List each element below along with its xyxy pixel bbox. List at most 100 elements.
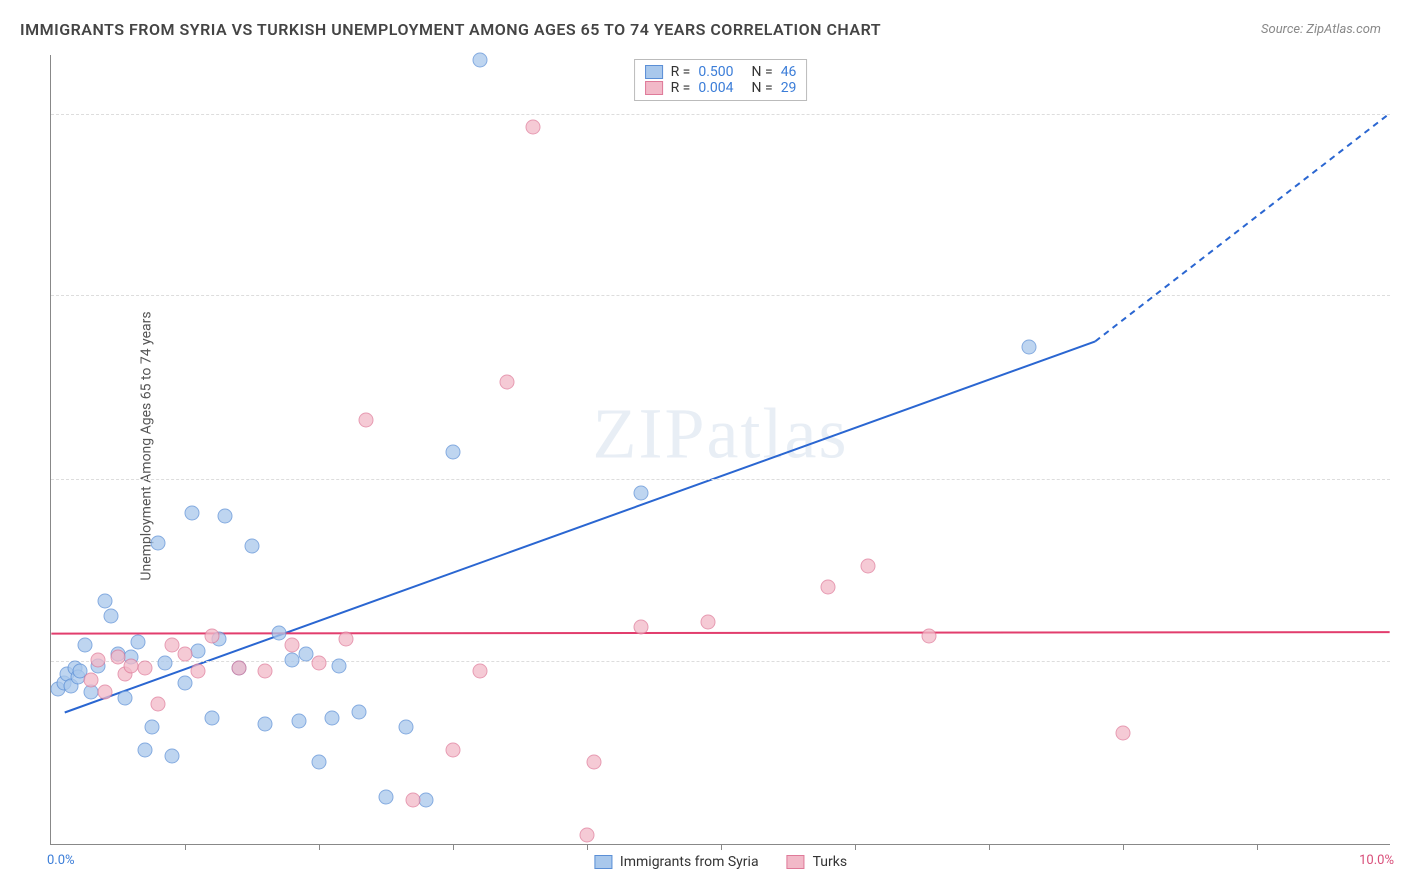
data-point <box>312 655 327 670</box>
gridline <box>51 295 1390 296</box>
gridline <box>51 479 1390 480</box>
data-point <box>77 638 92 653</box>
data-point <box>97 684 112 699</box>
data-point <box>399 719 414 734</box>
n-label: N = <box>752 64 773 80</box>
n-label: N = <box>752 80 773 96</box>
data-point <box>137 661 152 676</box>
data-point <box>164 749 179 764</box>
data-point <box>178 676 193 691</box>
data-point <box>700 614 715 629</box>
data-point <box>218 509 233 524</box>
data-point <box>285 638 300 653</box>
data-point <box>151 696 166 711</box>
x-tick <box>989 844 990 850</box>
series-legend: Immigrants from Syria Turks <box>594 854 847 870</box>
data-point <box>117 690 132 705</box>
n-value: 46 <box>781 64 797 80</box>
data-point <box>137 743 152 758</box>
gridline <box>51 114 1390 115</box>
r-value: 0.004 <box>698 80 733 96</box>
legend-swatch <box>645 81 663 95</box>
correlation-legend: R = 0.500 N = 46 R = 0.004 N = 29 <box>634 59 808 101</box>
x-tick <box>1123 844 1124 850</box>
data-point <box>144 719 159 734</box>
data-point <box>258 664 273 679</box>
data-point <box>111 649 126 664</box>
x-tick <box>721 844 722 850</box>
data-point <box>861 559 876 574</box>
data-point <box>245 538 260 553</box>
data-point <box>184 506 199 521</box>
x-tick <box>185 844 186 850</box>
data-point <box>164 638 179 653</box>
legend-swatch <box>645 65 663 79</box>
data-point <box>84 673 99 688</box>
legend-swatch <box>787 855 805 869</box>
legend-swatch <box>594 855 612 869</box>
x-tick-label: 0.0% <box>47 853 75 868</box>
source-label: Source: ZipAtlas.com <box>1261 22 1381 37</box>
data-point <box>1022 339 1037 354</box>
plot-area: ZIPatlas R =0.500N =46R =0.004N =29 Immi… <box>50 55 1390 845</box>
data-point <box>191 664 206 679</box>
legend-row: R = 0.004 N = 29 <box>645 80 797 96</box>
chart-title: IMMIGRANTS FROM SYRIA VS TURKISH UNEMPLO… <box>20 20 881 39</box>
data-point <box>312 755 327 770</box>
data-point <box>291 714 306 729</box>
data-point <box>580 828 595 843</box>
data-point <box>1116 725 1131 740</box>
data-point <box>90 652 105 667</box>
n-value: 29 <box>781 80 797 96</box>
data-point <box>157 655 172 670</box>
chart-container: IMMIGRANTS FROM SYRIA VS TURKISH UNEMPLO… <box>0 0 1406 892</box>
x-tick <box>587 844 588 850</box>
data-point <box>104 608 119 623</box>
data-point <box>204 629 219 644</box>
x-tick <box>855 844 856 850</box>
x-tick <box>1257 844 1258 850</box>
data-point <box>405 793 420 808</box>
data-point <box>821 579 836 594</box>
data-point <box>379 790 394 805</box>
data-point <box>332 658 347 673</box>
data-point <box>231 661 246 676</box>
data-point <box>191 643 206 658</box>
data-point <box>325 711 340 726</box>
watermark: ZIPatlas <box>593 392 849 475</box>
data-point <box>526 120 541 135</box>
data-point <box>358 412 373 427</box>
x-tick <box>453 844 454 850</box>
data-point <box>586 755 601 770</box>
data-point <box>499 374 514 389</box>
trend-lines-layer <box>51 55 1390 844</box>
legend-label: Turks <box>813 854 848 870</box>
data-point <box>419 793 434 808</box>
data-point <box>352 705 367 720</box>
r-label: R = <box>671 64 691 80</box>
data-point <box>298 646 313 661</box>
data-point <box>921 629 936 644</box>
legend-row: R = 0.500 N = 46 <box>645 64 797 80</box>
r-label: R = <box>671 80 691 96</box>
data-point <box>204 711 219 726</box>
data-point <box>97 594 112 609</box>
legend-item: Immigrants from Syria <box>594 854 759 870</box>
legend-label: Immigrants from Syria <box>620 854 759 870</box>
x-tick <box>319 844 320 850</box>
gridline <box>51 661 1390 662</box>
data-point <box>258 717 273 732</box>
data-point <box>271 626 286 641</box>
data-point <box>338 632 353 647</box>
r-value: 0.500 <box>698 64 733 80</box>
data-point <box>633 485 648 500</box>
legend-item: Turks <box>787 854 848 870</box>
data-point <box>178 646 193 661</box>
data-point <box>472 52 487 67</box>
data-point <box>633 620 648 635</box>
data-point <box>131 635 146 650</box>
data-point <box>472 664 487 679</box>
data-point <box>446 743 461 758</box>
data-point <box>151 535 166 550</box>
data-point <box>446 444 461 459</box>
